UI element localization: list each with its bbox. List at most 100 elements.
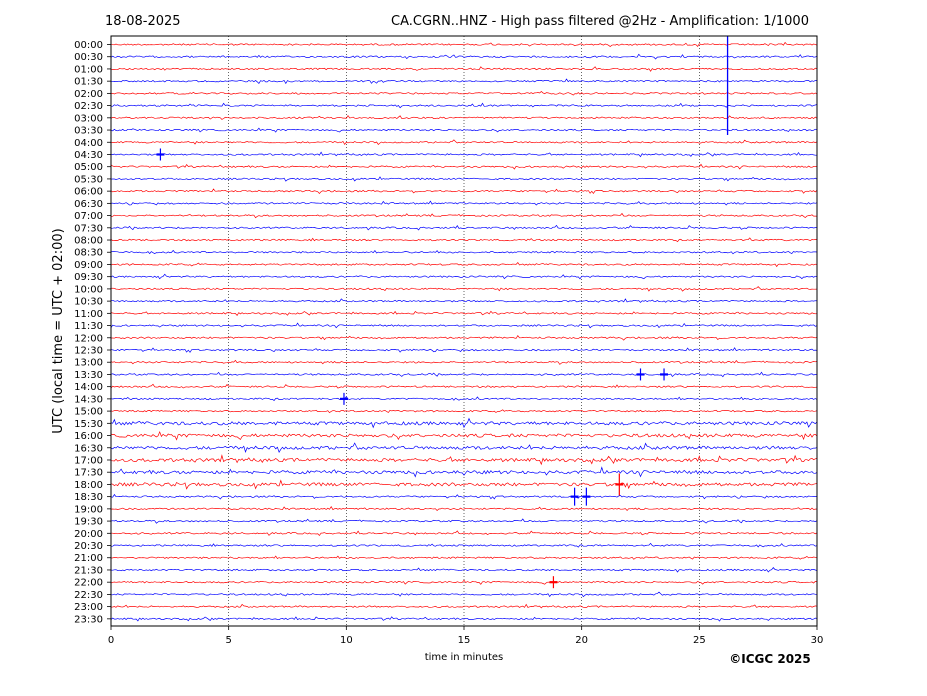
- y-tick-label: 01:30: [74, 77, 103, 88]
- x-tick-label: 15: [458, 635, 471, 646]
- trace-2300: [110, 603, 818, 609]
- trace-1600: [110, 430, 818, 441]
- trace-1300: [110, 359, 818, 365]
- x-tick-label: 10: [340, 635, 353, 646]
- chart-title: CA.CGRN..HNZ - High pass filtered @2Hz -…: [391, 14, 809, 29]
- trace-0600: [110, 188, 818, 195]
- y-tick-label: 21:00: [74, 553, 103, 564]
- seismic-events: [156, 36, 729, 589]
- y-tick-label: 12:00: [74, 333, 103, 344]
- y-tick-label: 16:00: [74, 431, 103, 442]
- y-tick-label: 06:30: [74, 199, 103, 210]
- trace-1230: [110, 347, 818, 353]
- y-tick-label: 19:00: [74, 504, 103, 515]
- y-tick-label: 23:00: [74, 602, 103, 613]
- x-tick-label: 30: [811, 635, 824, 646]
- trace-1130: [110, 322, 818, 329]
- y-tick-label: 03:00: [74, 113, 103, 124]
- y-tick-label: 00:30: [74, 52, 103, 63]
- trace-0230: [110, 102, 818, 109]
- x-tick-labels: 0 5 10 15 20 25 30: [108, 626, 824, 646]
- trace-0730: [110, 224, 818, 231]
- trace-1830: [110, 493, 817, 500]
- y-tick-label: 04:00: [74, 138, 103, 149]
- x-tick-label: 20: [575, 635, 588, 646]
- trace-1900: [110, 506, 818, 512]
- trace-0330: [110, 127, 818, 133]
- trace-1530: [110, 417, 818, 429]
- trace-0300: [110, 114, 818, 120]
- y-tick-label: 20:30: [74, 541, 103, 552]
- copyright-label: ©ICGC 2025: [729, 652, 811, 666]
- trace-0000: [111, 41, 818, 47]
- trace-2200: [110, 579, 817, 585]
- trace-0700: [110, 212, 818, 219]
- trace-2030: [110, 542, 818, 548]
- y-tick-label: 18:00: [74, 480, 103, 491]
- y-tick-label: 13:00: [74, 358, 103, 369]
- y-axis-label: UTC (local time = UTC + 02:00): [51, 228, 66, 433]
- y-tick-label: 11:00: [74, 309, 103, 320]
- y-tick-label: 14:30: [74, 394, 103, 405]
- y-tick-label: 07:30: [74, 223, 103, 234]
- trace-1400: [110, 383, 818, 389]
- y-tick-label: 10:30: [74, 297, 103, 308]
- trace-0430: [110, 151, 817, 158]
- trace-1100: [110, 310, 818, 316]
- x-tick-label: 25: [693, 635, 706, 646]
- trace-0630: [110, 200, 818, 206]
- seismic-traces: [110, 41, 818, 622]
- y-tick-label: 15:00: [74, 407, 103, 418]
- trace-0200: [110, 91, 818, 96]
- y-tick-label: 17:30: [74, 468, 103, 479]
- y-tick-label: 22:00: [74, 578, 103, 589]
- y-tick-label: 23:30: [74, 614, 103, 625]
- y-tick-label: 22:30: [74, 590, 103, 601]
- y-tick-label: 05:00: [74, 162, 103, 173]
- y-tick-label: 15:30: [74, 419, 103, 430]
- trace-1800: [110, 479, 818, 490]
- y-tick-label: 03:30: [74, 126, 103, 137]
- y-tick-label: 06:00: [74, 187, 103, 198]
- x-tick-label: 5: [225, 635, 231, 646]
- trace-1000: [110, 286, 818, 292]
- trace-2100: [110, 555, 818, 560]
- y-tick-label: 16:30: [74, 443, 103, 454]
- trace-0830: [110, 249, 818, 255]
- y-tick-label: 18:30: [74, 492, 103, 503]
- trace-1030: [111, 298, 818, 303]
- trace-1200: [111, 334, 818, 341]
- trace-0900: [110, 262, 818, 268]
- trace-2330: [110, 616, 818, 622]
- trace-1630: [110, 442, 818, 454]
- y-tick-label: 02:30: [74, 101, 103, 112]
- y-tick-label: 09:00: [74, 260, 103, 271]
- y-tick-label: 07:00: [74, 211, 103, 222]
- trace-0930: [110, 273, 818, 280]
- trace-0800: [110, 237, 818, 243]
- y-tick-label: 14:00: [74, 382, 103, 393]
- trace-2130: [110, 567, 818, 573]
- y-tick-label: 20:00: [74, 529, 103, 540]
- trace-1500: [110, 409, 818, 414]
- trace-1430: [110, 396, 818, 401]
- trace-0130: [110, 78, 818, 85]
- y-tick-label: 08:00: [74, 236, 103, 247]
- y-tick-label: 09:30: [74, 272, 103, 283]
- trace-1930: [110, 518, 818, 524]
- y-tick-label: 19:30: [74, 517, 103, 528]
- y-tick-label: 05:30: [74, 174, 103, 185]
- trace-1700: [110, 454, 818, 466]
- y-tick-label: 08:30: [74, 248, 103, 259]
- trace-0530: [110, 176, 818, 182]
- y-tick-label: 01:00: [74, 64, 103, 75]
- y-tick-label: 21:30: [74, 565, 103, 576]
- x-tick-label: 0: [108, 635, 114, 646]
- y-tick-label: 00:00: [74, 40, 103, 51]
- trace-0030: [110, 53, 818, 60]
- y-tick-label: 17:00: [74, 455, 103, 466]
- trace-0100: [110, 66, 818, 72]
- trace-0500: [110, 163, 818, 170]
- vertical-gridlines: [228, 36, 700, 626]
